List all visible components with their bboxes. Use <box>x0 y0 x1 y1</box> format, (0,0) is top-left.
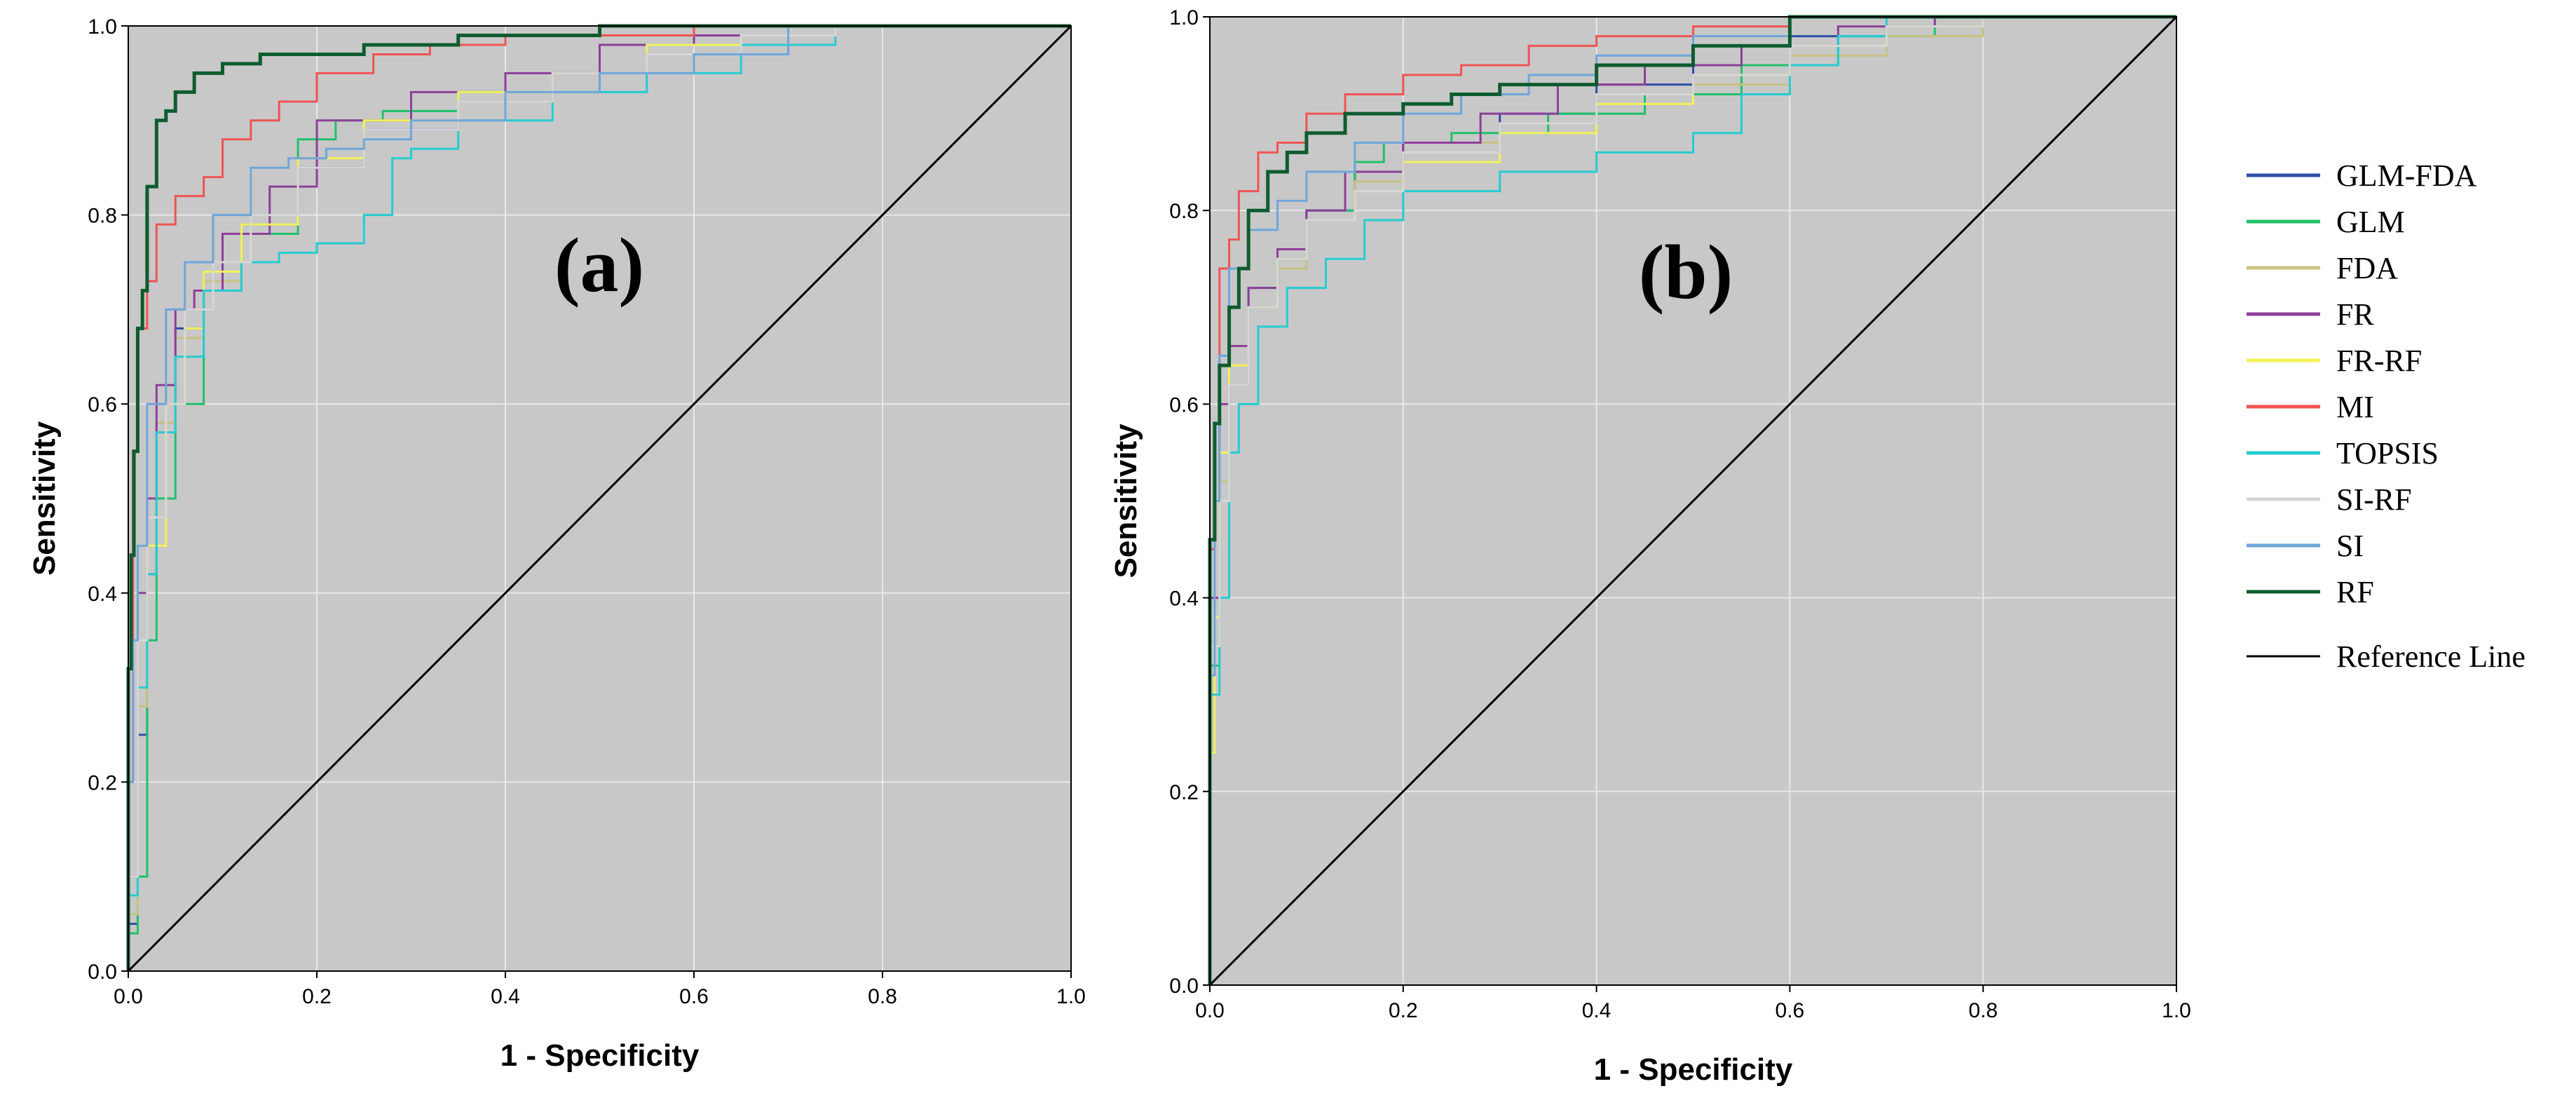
legend-label: SI <box>2336 529 2364 563</box>
roc-curves-a <box>126 24 1072 972</box>
legend-label: TOPSIS <box>2336 436 2439 470</box>
y-tick-label: 0.4 <box>88 583 117 606</box>
y-axis-label-b: Sensitivity <box>1109 423 1143 578</box>
panel-label-a: (a) <box>554 222 644 308</box>
legend-label: MI <box>2336 390 2374 424</box>
x-axis-label-a: 1 - Specificity <box>500 1038 700 1073</box>
plot-frame-a <box>128 25 1072 972</box>
legend-label: Reference Line <box>2336 639 2526 674</box>
roc-curve-rf-b <box>1208 15 2176 985</box>
x-tick-label: 0.0 <box>1195 999 1225 1022</box>
x-tick-labels-a: 0.0 0.2 0.4 0.6 0.8 1.0 <box>114 971 1086 1008</box>
y-tick-label: 0.2 <box>1169 781 1199 804</box>
roc-curve-reference-line-b <box>1208 15 2178 986</box>
legend: GLM-FDA GLM FDA FR FR-RF MI TOPSIS SI-RF SI RF Ref… <box>2247 158 2526 674</box>
x-tick-label: 0.2 <box>1389 999 1418 1022</box>
y-tick-label: 0.8 <box>88 205 117 228</box>
x-tick-label: 1.0 <box>1056 985 1086 1008</box>
y-tick-label: 0.0 <box>88 961 117 984</box>
roc-curve-si-a <box>127 25 1071 971</box>
y-tick-labels-b: 0.0 0.2 0.4 0.6 0.8 1.0 <box>1169 6 1210 998</box>
x-tick-label: 0.4 <box>491 985 520 1008</box>
y-tick-label: 0.6 <box>1169 393 1199 416</box>
x-tick-labels-b: 0.0 0.2 0.4 0.6 0.8 1.0 <box>1195 985 2191 1022</box>
legend-label: GLM-FDA <box>2336 158 2477 193</box>
legend-label: FR-RF <box>2336 344 2422 378</box>
y-tick-label: 0.4 <box>1169 588 1199 611</box>
x-tick-label: 0.2 <box>302 985 332 1008</box>
legend-label: GLM <box>2336 205 2405 239</box>
x-tick-label: 0.8 <box>868 985 897 1008</box>
panel-a: 0.0 0.2 0.4 0.6 0.8 1.0 0.0 0.2 0.4 0.6 0.8 1.0 1 … <box>27 15 1086 1073</box>
x-axis-label-b: 1 - Specificity <box>1594 1052 1793 1087</box>
y-tick-label: 1.0 <box>88 15 117 39</box>
y-tick-labels-a: 0.0 0.2 0.4 0.6 0.8 1.0 <box>88 15 128 984</box>
plot-frame-b <box>1209 16 2177 986</box>
x-tick-label: 1.0 <box>2162 999 2191 1022</box>
x-tick-label: 0.0 <box>114 985 143 1008</box>
x-tick-label: 0.8 <box>1968 999 1998 1022</box>
y-tick-label: 0.6 <box>88 393 117 416</box>
roc-curve-mi-b <box>1208 15 2176 985</box>
roc-curve-reference-line-a <box>127 25 1072 972</box>
legend-label: FR <box>2336 297 2374 332</box>
panel-label-b: (b) <box>1639 229 1733 315</box>
roc-curve-topsis-b <box>1208 15 2176 985</box>
y-tick-label: 0.8 <box>1169 200 1199 223</box>
x-tick-label: 0.6 <box>1776 999 1805 1022</box>
y-axis-label-a: Sensitivity <box>27 421 62 576</box>
y-tick-label: 0.0 <box>1169 975 1199 998</box>
x-tick-label: 0.6 <box>679 985 709 1008</box>
legend-label: RF <box>2336 575 2374 609</box>
legend-label: SI-RF <box>2336 482 2412 517</box>
grid-b <box>1210 17 2176 985</box>
panel-b: 0.0 0.2 0.4 0.6 0.8 1.0 0.0 0.2 0.4 0.6 0.8 1.0 1 … <box>1109 6 2191 1087</box>
legend-label: FDA <box>2336 251 2398 285</box>
x-tick-label: 0.4 <box>1582 999 1611 1022</box>
roc-curve-si-rf-b <box>1208 15 2176 985</box>
roc-curve-rf-a <box>126 24 1071 971</box>
y-tick-label: 0.2 <box>88 771 117 794</box>
roc-curves-b <box>1208 15 2178 986</box>
y-tick-label: 1.0 <box>1169 6 1199 29</box>
